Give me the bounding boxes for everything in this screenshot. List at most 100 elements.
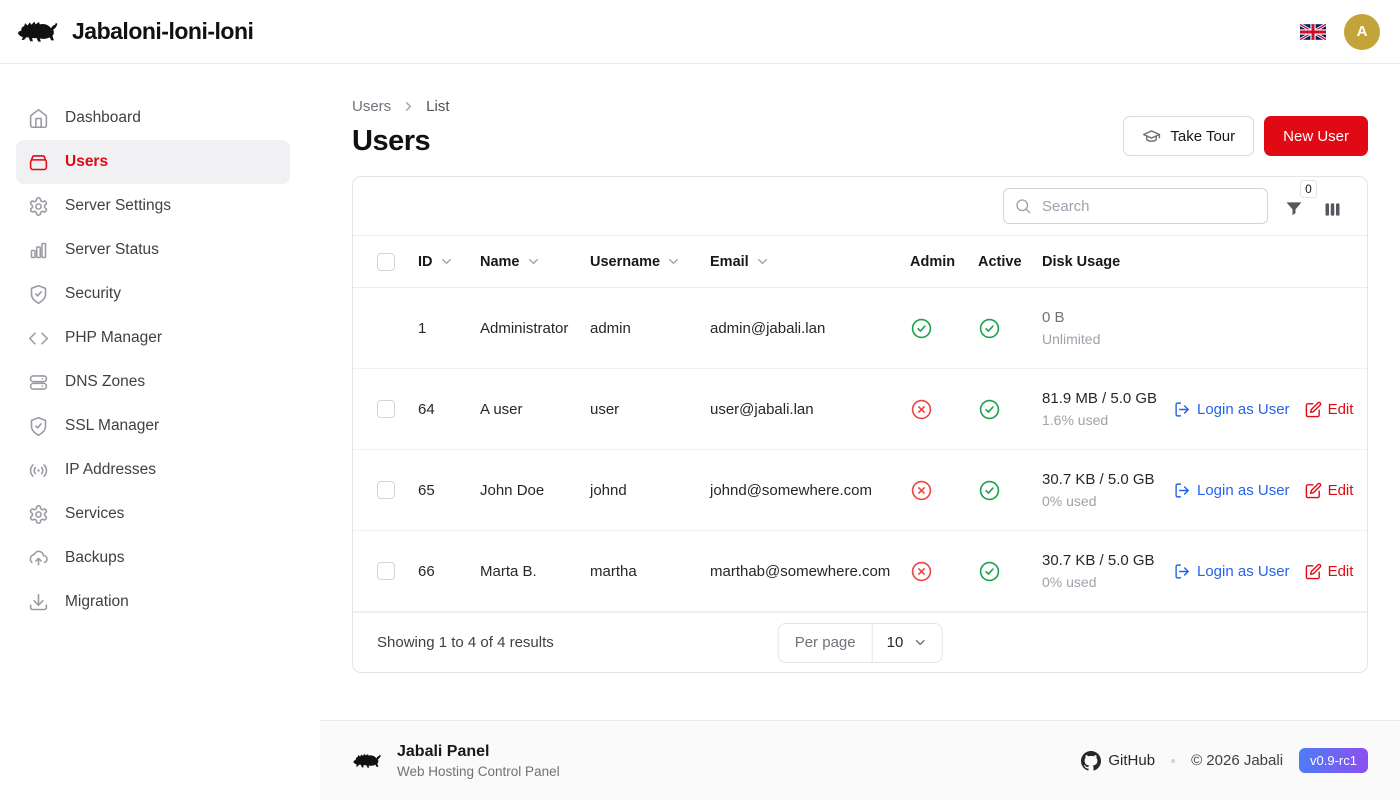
cell-name: A user bbox=[480, 400, 523, 418]
cell-id: 64 bbox=[418, 400, 435, 418]
select-all-checkbox[interactable] bbox=[377, 252, 395, 271]
download-icon bbox=[29, 593, 48, 610]
login-as-user-button[interactable]: Login as User bbox=[1174, 482, 1290, 499]
column-header-active: Active bbox=[978, 254, 1042, 270]
edit-button[interactable]: Edit bbox=[1305, 481, 1354, 499]
radio-icon bbox=[29, 463, 48, 477]
sidebar-item-label: IP Addresses bbox=[65, 461, 157, 478]
shield-check-icon bbox=[30, 284, 47, 304]
log-in-icon bbox=[1175, 401, 1189, 417]
edit-button[interactable]: Edit bbox=[1305, 562, 1354, 580]
footer-brand: Jabali Panel bbox=[397, 742, 490, 760]
sidebar-item-dns-zones[interactable]: DNS Zones bbox=[16, 360, 290, 404]
cell-username: johnd bbox=[590, 481, 627, 499]
edit-button[interactable]: Edit bbox=[1305, 401, 1353, 418]
take-tour-button[interactable]: Take Tour bbox=[1123, 116, 1255, 156]
admin-no-icon bbox=[910, 479, 978, 502]
github-link[interactable]: GitHub bbox=[1081, 750, 1155, 771]
breadcrumb-item-users[interactable]: Users bbox=[352, 98, 392, 115]
filter-button[interactable]: 0 bbox=[1284, 180, 1317, 224]
cell-name: John Doe bbox=[480, 481, 545, 499]
login-as-user-button[interactable]: Login as User bbox=[1174, 401, 1290, 418]
disk-secondary: 0% used bbox=[1042, 493, 1097, 509]
edit-icon bbox=[1305, 563, 1321, 579]
column-label: Email bbox=[710, 253, 749, 270]
active-yes-icon bbox=[978, 317, 1042, 340]
login-as-user-label: Login as User bbox=[1197, 400, 1290, 418]
code-icon bbox=[28, 331, 49, 345]
chevron-right-icon bbox=[406, 102, 412, 111]
admin-no-icon bbox=[910, 560, 978, 583]
sidebar: Dashboard Users Server Settings Server S… bbox=[0, 64, 320, 800]
column-header-email[interactable]: Email bbox=[710, 254, 910, 270]
sidebar-item-label: Users bbox=[65, 153, 109, 170]
sidebar-item-label: DNS Zones bbox=[65, 373, 146, 390]
column-label: Username bbox=[590, 253, 661, 270]
sidebar-item-ip-addresses[interactable]: IP Addresses bbox=[16, 448, 290, 492]
cell-disk-usage: 81.9 MB / 5.0 GB 1.6% used bbox=[1042, 390, 1174, 428]
brand-home-link[interactable]: Jabaloni-loni-loni bbox=[16, 15, 254, 49]
disk-primary: 30.7 KB / 5.0 GB bbox=[1042, 471, 1155, 488]
graduation-cap-icon bbox=[1143, 129, 1161, 142]
edit-label: Edit bbox=[1327, 481, 1354, 499]
copyright: © 2026 Jabali bbox=[1191, 752, 1284, 769]
sidebar-item-server-settings[interactable]: Server Settings bbox=[16, 184, 290, 228]
cell-email: marthab@somewhere.com bbox=[710, 562, 891, 580]
chevron-down-icon bbox=[915, 639, 925, 646]
cell-email: user@jabali.lan bbox=[710, 400, 814, 418]
sidebar-item-services[interactable]: Services bbox=[16, 492, 290, 536]
cell-name: Marta B. bbox=[480, 562, 537, 580]
cell-disk-usage: 30.7 KB / 5.0 GB 0% used bbox=[1042, 471, 1174, 509]
sidebar-item-security[interactable]: Security bbox=[16, 272, 290, 316]
disk-primary: 0 B bbox=[1042, 309, 1065, 326]
main-content: Users List Users Take Tour New User bbox=[320, 64, 1400, 720]
sidebar-item-label: Services bbox=[65, 505, 125, 522]
disk-primary: 81.9 MB / 5.0 GB bbox=[1042, 390, 1158, 407]
sidebar-item-php-manager[interactable]: PHP Manager bbox=[16, 316, 290, 360]
edit-label: Edit bbox=[1327, 562, 1354, 580]
top-bar: Jabaloni-loni-loni A bbox=[0, 0, 1400, 64]
sidebar-item-dashboard[interactable]: Dashboard bbox=[16, 96, 290, 140]
sidebar-item-users[interactable]: Users bbox=[16, 140, 290, 184]
login-as-user-label: Login as User bbox=[1197, 562, 1290, 580]
new-user-button[interactable]: New User bbox=[1264, 116, 1368, 156]
bar-chart-icon bbox=[30, 242, 47, 258]
sidebar-item-migration[interactable]: Migration bbox=[16, 580, 290, 624]
column-header-name[interactable]: Name bbox=[480, 254, 590, 270]
column-label: Disk Usage bbox=[1042, 253, 1121, 270]
table-row: 64 A user user user@jabali.lan 81.9 MB /… bbox=[353, 369, 1367, 450]
cell-id: 1 bbox=[418, 319, 427, 337]
cell-id: 65 bbox=[418, 481, 435, 499]
sidebar-item-backups[interactable]: Backups bbox=[16, 536, 290, 580]
cell-username: admin bbox=[590, 319, 631, 337]
column-header-id[interactable]: ID bbox=[418, 254, 480, 270]
columns-button[interactable] bbox=[1322, 187, 1343, 225]
user-avatar[interactable]: A bbox=[1344, 13, 1380, 50]
per-page-control: Per page 10 bbox=[777, 622, 943, 663]
log-in-icon bbox=[1175, 482, 1189, 498]
language-flag-uk-button[interactable] bbox=[1300, 22, 1326, 41]
sort-chevron-icon bbox=[528, 259, 538, 264]
column-header-username[interactable]: Username bbox=[590, 254, 710, 270]
column-label: ID bbox=[418, 253, 433, 270]
cell-username: martha bbox=[590, 562, 637, 580]
column-label: Active bbox=[978, 253, 1022, 270]
per-page-value: 10 bbox=[886, 634, 904, 651]
table-row: 66 Marta B. martha marthab@somewhere.com… bbox=[353, 531, 1367, 612]
sidebar-item-label: Backups bbox=[65, 549, 125, 566]
app-title: Jabaloni-loni-loni bbox=[72, 18, 254, 44]
active-yes-icon bbox=[978, 398, 1042, 421]
per-page-select[interactable]: 10 bbox=[873, 624, 942, 662]
row-checkbox[interactable] bbox=[377, 400, 395, 418]
sidebar-item-server-status[interactable]: Server Status bbox=[16, 228, 290, 272]
page-title: Users bbox=[352, 125, 431, 157]
search-input[interactable] bbox=[1003, 188, 1268, 224]
disk-secondary: 0% used bbox=[1042, 574, 1097, 590]
sidebar-item-label: Dashboard bbox=[65, 109, 141, 126]
row-checkbox[interactable] bbox=[377, 562, 395, 580]
cell-id: 66 bbox=[418, 562, 435, 580]
login-as-user-button[interactable]: Login as User bbox=[1174, 563, 1290, 580]
row-checkbox[interactable] bbox=[377, 481, 395, 499]
sidebar-item-ssl-manager[interactable]: SSL Manager bbox=[16, 404, 290, 448]
boar-logo-icon bbox=[18, 21, 58, 42]
